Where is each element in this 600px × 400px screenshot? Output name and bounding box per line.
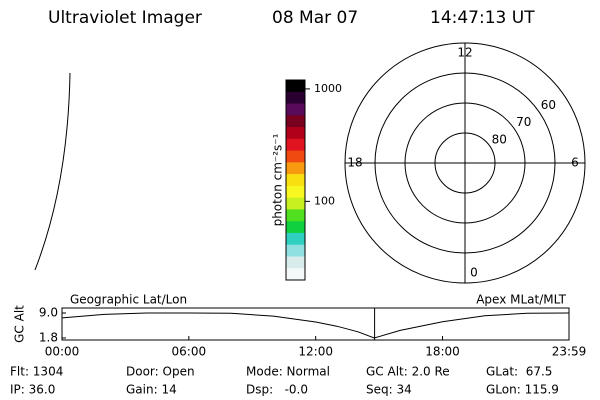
- footer-field: Door: Open: [126, 365, 195, 379]
- colorbar-swatch: [286, 127, 305, 140]
- colorbar-swatch: [286, 197, 305, 210]
- x-tick-label: 23:59: [552, 345, 587, 359]
- colorbar-swatch: [286, 209, 305, 222]
- colorbar-swatch: [286, 256, 305, 269]
- y-tick-label: 9.0: [39, 306, 58, 320]
- x-tick-label: 12:00: [298, 345, 333, 359]
- colorbar-swatch: [286, 103, 305, 116]
- image-edge: [34, 72, 71, 271]
- altitude-line: [61, 312, 570, 339]
- ring-label: 60: [541, 98, 556, 112]
- y-axis-label: GC Alt: [13, 305, 27, 343]
- colorbar-swatch: [286, 80, 305, 93]
- colorbar-tick-label: 1000: [314, 82, 342, 95]
- date: 08 Mar 07: [272, 8, 358, 28]
- mlt-label: 6: [571, 156, 579, 170]
- colorbar-swatch: [286, 232, 305, 246]
- time: 14:47:13 UT: [430, 8, 535, 28]
- footer-field: GLat: 67.5: [486, 365, 552, 379]
- mlt-label: 0: [470, 266, 478, 280]
- colorbar-tick-label: 100: [314, 194, 335, 207]
- footer-field: Mode: Normal: [246, 365, 330, 379]
- footer-field: IP: 36.0: [10, 383, 55, 397]
- y-tick-label: 1.8: [39, 331, 58, 345]
- footer-field: Gain: 14: [126, 383, 177, 397]
- colorbar-swatch: [286, 138, 305, 152]
- colorbar-swatch: [286, 162, 305, 175]
- colorbar-swatch: [286, 91, 305, 105]
- x-tick-label: 00:00: [45, 345, 80, 359]
- instrument: Ultraviolet Imager: [48, 8, 202, 28]
- colorbar-swatch: [286, 268, 305, 281]
- footer-field: GC Alt: 2.0 Re: [366, 365, 450, 379]
- mlt-label: 18: [347, 156, 362, 170]
- ring-label: 70: [516, 115, 531, 129]
- colorbar-swatch: [286, 185, 305, 199]
- timeline-title: Apex MLat/MLT: [476, 293, 566, 307]
- footer-field: Seq: 34: [366, 383, 412, 397]
- colorbar-label: photon cm⁻²s⁻¹: [271, 133, 285, 226]
- ring-label: 80: [492, 132, 507, 146]
- timeline-title: Geographic Lat/Lon: [70, 293, 187, 307]
- x-tick-label: 18:00: [425, 345, 460, 359]
- mlt-label: 12: [457, 46, 472, 60]
- footer-field: Flt: 1304: [10, 365, 63, 379]
- colorbar-frame: [285, 79, 306, 281]
- x-tick-label: 06:00: [172, 345, 207, 359]
- colorbar-swatch: [286, 150, 305, 163]
- footer-field: Dsp: -0.0: [246, 383, 308, 397]
- colorbar-swatch: [286, 221, 305, 234]
- footer-field: GLon: 115.9: [486, 383, 559, 397]
- colorbar-swatch: [286, 174, 305, 187]
- colorbar-swatch: [286, 244, 305, 257]
- colorbar-swatch: [286, 115, 305, 128]
